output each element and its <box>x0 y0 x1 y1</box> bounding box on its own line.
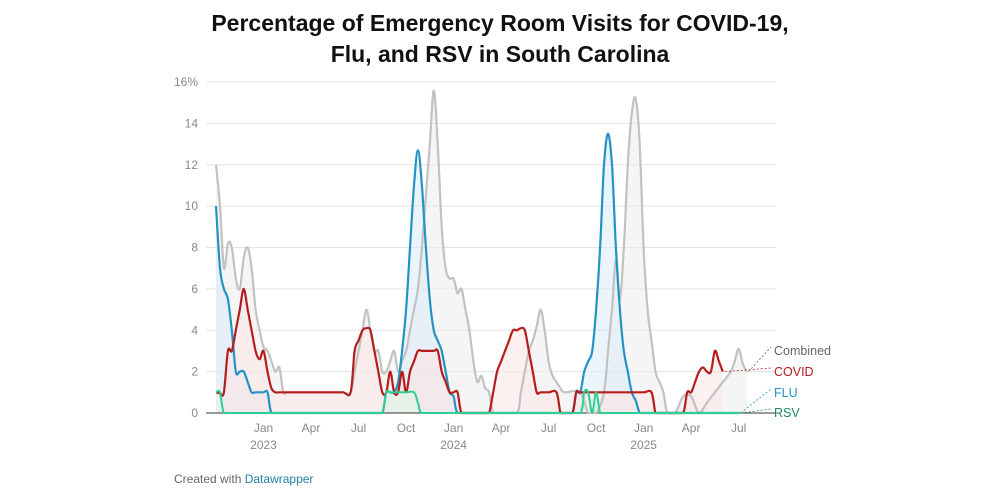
series-label-rsv: RSV <box>774 406 800 420</box>
footer-credit: Created with Datawrapper <box>174 472 313 486</box>
series-label-combined: Combined <box>774 344 831 358</box>
y-tick-label-6: 6 <box>191 282 198 296</box>
y-tick-label-0: 0 <box>191 406 198 420</box>
x-tick-label-10: Jul <box>731 421 746 435</box>
area-combined <box>216 90 747 414</box>
area-flu <box>216 133 739 413</box>
series-line-rsv <box>215 388 739 415</box>
footer-created-with: Created with <box>174 472 242 486</box>
x-tick-label-2: Jul <box>351 421 366 435</box>
x-tick-label-3: Oct <box>397 421 416 435</box>
chart-title-line-1: Percentage of Emergency Room Visits for … <box>211 10 789 36</box>
y-tick-label-2: 2 <box>191 365 198 379</box>
series-label-leader-rsv <box>740 408 772 414</box>
x-tick-label-4: Jan <box>444 421 463 435</box>
y-tick-label-14: 14 <box>185 116 199 130</box>
x-tick-label-6: Jul <box>541 421 556 435</box>
area-covid <box>216 288 723 413</box>
x-tick-label-1: Apr <box>302 421 321 435</box>
chart-title-line-2: Flu, and RSV in South Carolina <box>330 41 670 67</box>
series-label-leader-flu <box>740 388 772 414</box>
x-tick-label-5: Apr <box>492 421 511 435</box>
x-tick-label-7: Oct <box>587 421 606 435</box>
y-tick-label-8: 8 <box>191 241 198 255</box>
series-line-combined <box>214 89 748 415</box>
x-tick-year-2023: 2023 <box>250 438 277 452</box>
x-tick-label-8: Jan <box>634 421 653 435</box>
series-label-flu: FLU <box>774 386 798 400</box>
y-tick-label-16: 16% <box>174 75 198 89</box>
x-tick-label-0: Jan <box>254 421 273 435</box>
x-tick-year-2024: 2024 <box>440 438 467 452</box>
y-tick-label-12: 12 <box>185 158 199 172</box>
series-label-leader-combined <box>748 346 772 372</box>
datawrapper-link[interactable]: Datawrapper <box>244 472 314 486</box>
x-tick-year-2025: 2025 <box>630 438 657 452</box>
series-line-flu <box>214 132 739 415</box>
x-tick-label-9: Apr <box>682 421 701 435</box>
series-line-covid <box>215 287 724 415</box>
series-label-covid: COVID <box>774 365 814 379</box>
chart-title: Percentage of Emergency Room Visits for … <box>0 8 1000 70</box>
y-tick-label-4: 4 <box>191 323 198 337</box>
y-tick-label-10: 10 <box>185 199 199 213</box>
